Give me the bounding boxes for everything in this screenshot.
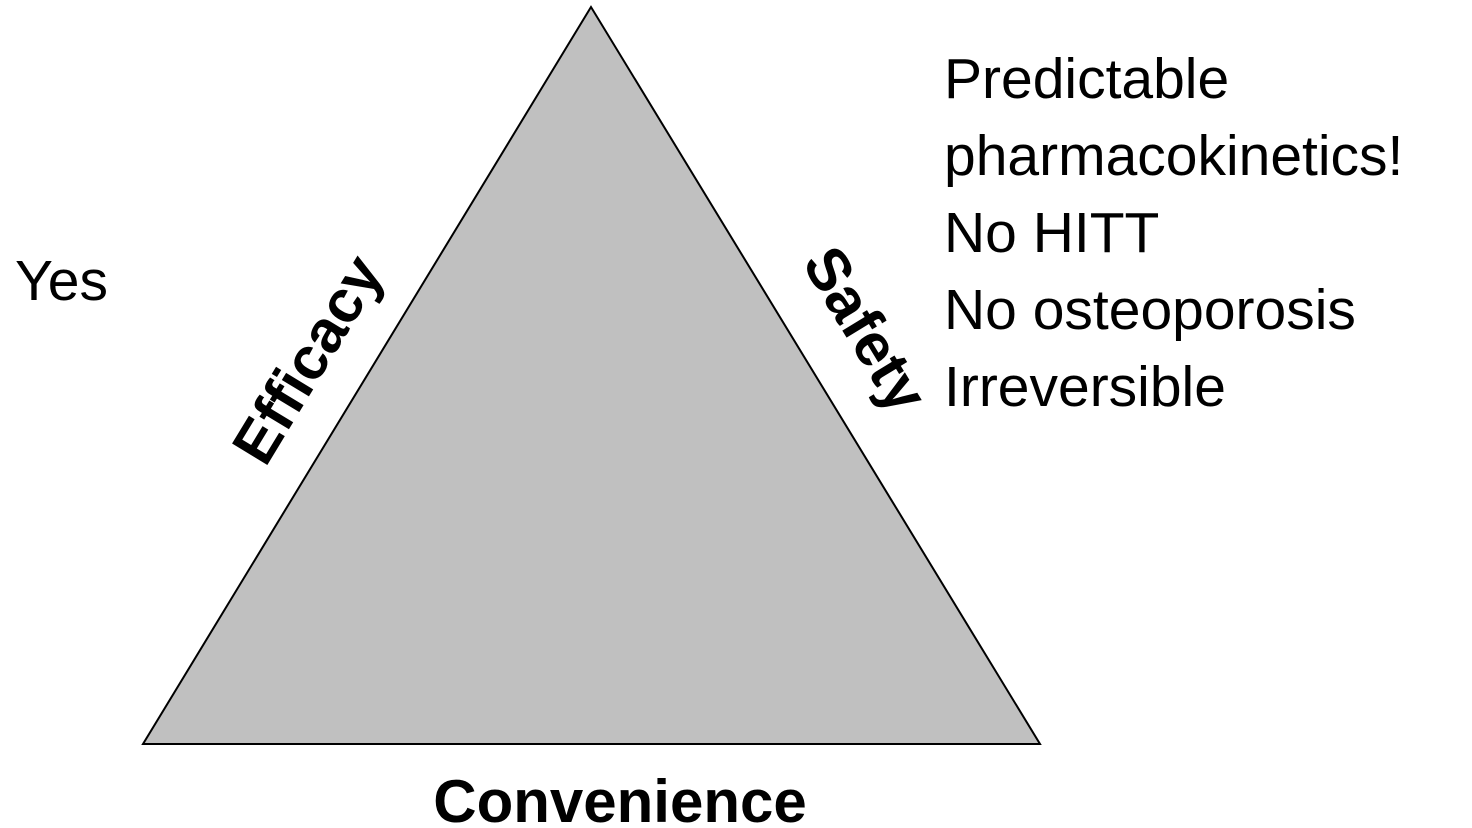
right-note: Irreversible [944, 355, 1226, 419]
right-note: Predictable [944, 47, 1229, 111]
right-note: No HITT [944, 201, 1159, 265]
right-note: pharmacokinetics! [944, 124, 1403, 188]
side-label-bottom: Convenience [433, 768, 806, 828]
right-note: No osteoporosis [944, 278, 1356, 342]
triangle [141, 5, 1042, 745]
left-note: Yes [15, 249, 108, 313]
right-notes: Predictable pharmacokinetics! No HITT No os… [944, 47, 1403, 419]
